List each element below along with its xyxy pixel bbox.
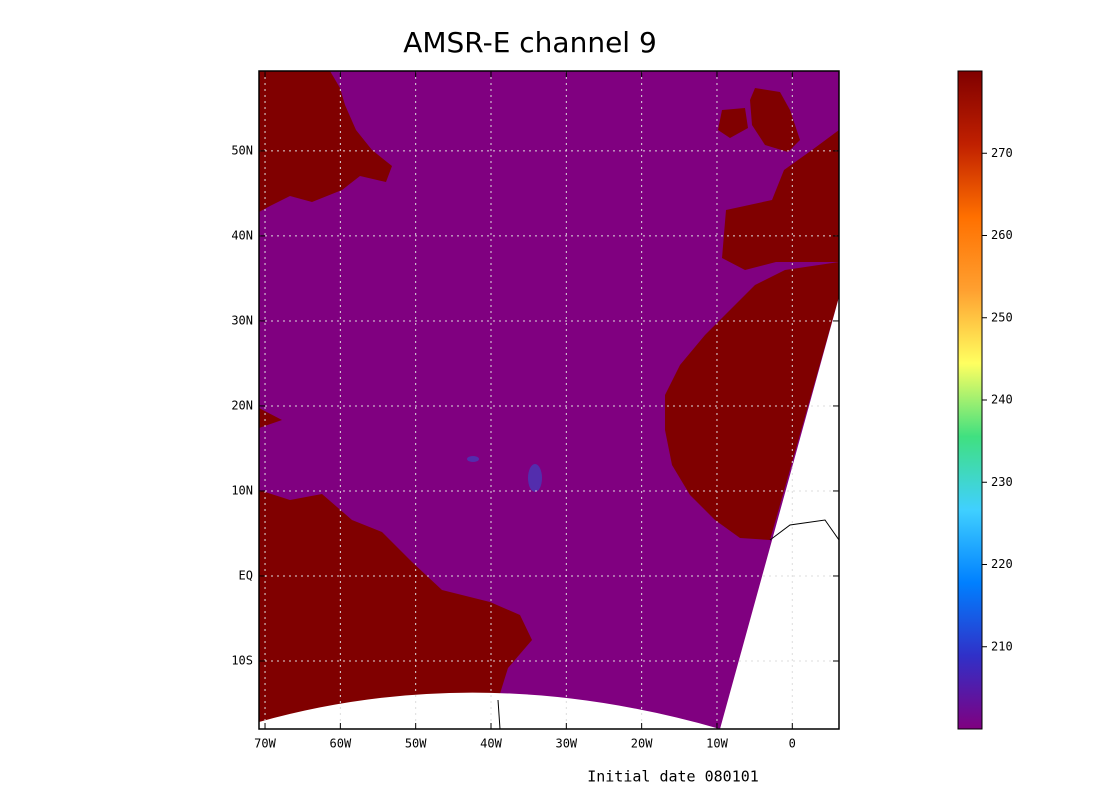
coastline: [497, 519, 839, 729]
colorbar: [957, 70, 983, 730]
land: [259, 71, 839, 729]
y-tick-label: 50N: [231, 143, 253, 157]
x-tick-label: 20W: [631, 737, 653, 751]
x-tick-label: 60W: [330, 737, 352, 751]
y-tick-label: 10N: [231, 483, 253, 497]
colorbar-tick-label: 220: [991, 557, 1013, 571]
footer: Initial date 080101: [587, 768, 759, 786]
x-tick-label: 40W: [480, 737, 502, 751]
grid: [259, 71, 839, 729]
colorbar-tick-label: 260: [991, 228, 1013, 242]
y-tick-label: 30N: [231, 313, 253, 327]
x-tick-label: 30W: [555, 737, 577, 751]
x-tick-label: 0: [789, 737, 796, 751]
y-tick-label: EQ: [239, 568, 253, 582]
x-tick-label: 50W: [405, 737, 427, 751]
colorbar-tick-label: 240: [991, 393, 1013, 407]
colorbar-tick-label: 230: [991, 475, 1013, 489]
colorbar-tick-label: 250: [991, 310, 1013, 324]
colorbar-tick-label: 270: [991, 146, 1013, 160]
colorbar-tick-label: 210: [991, 639, 1013, 653]
x-tick-label: 70W: [254, 737, 276, 751]
chart-title: AMSR-E channel 9: [403, 26, 657, 59]
rain-feature: [528, 464, 542, 492]
rain-feature: [467, 456, 479, 462]
x-tick-label: 10W: [706, 737, 728, 751]
no-data: [720, 297, 839, 729]
y-tick-label: 20N: [231, 398, 253, 412]
y-tick-label: 10S: [231, 653, 253, 667]
map-frame: [258, 70, 840, 730]
map-area: [259, 71, 839, 729]
y-tick-label: 40N: [231, 228, 253, 242]
no-data: [259, 692, 720, 729]
